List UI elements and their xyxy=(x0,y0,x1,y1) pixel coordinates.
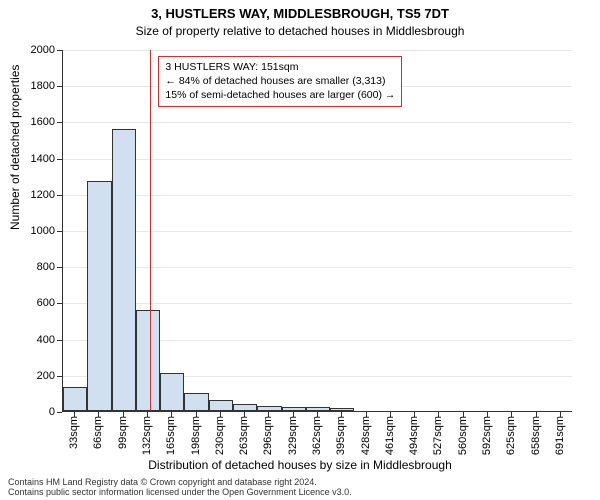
gridline xyxy=(63,231,572,232)
gridline xyxy=(63,303,572,304)
bar xyxy=(306,407,330,411)
x-axis-label: Distribution of detached houses by size … xyxy=(0,458,600,472)
ytick-label: 600 xyxy=(15,297,55,309)
chart-container: 3, HUSTLERS WAY, MIDDLESBROUGH, TS5 7DT … xyxy=(0,0,600,500)
bar xyxy=(87,181,111,411)
ytick-label: 1600 xyxy=(15,116,55,128)
gridline xyxy=(63,159,572,160)
reference-line xyxy=(150,50,151,411)
bar xyxy=(184,393,208,411)
info-line-2: ← 84% of detached houses are smaller (3,… xyxy=(165,74,395,88)
bar xyxy=(330,408,354,411)
footer-line-2: Contains public sector information licen… xyxy=(8,488,352,498)
bar xyxy=(63,387,87,411)
ytick-label: 200 xyxy=(15,370,55,382)
bar xyxy=(257,406,281,411)
chart-title-main: 3, HUSTLERS WAY, MIDDLESBROUGH, TS5 7DT xyxy=(0,0,600,22)
chart-title-sub: Size of property relative to detached ho… xyxy=(0,22,600,38)
footer-attribution: Contains HM Land Registry data © Crown c… xyxy=(8,478,352,498)
ytick-label: 1200 xyxy=(15,189,55,201)
gridline xyxy=(63,195,572,196)
gridline xyxy=(63,122,572,123)
ytick-label: 1800 xyxy=(15,80,55,92)
ytick-label: 400 xyxy=(15,334,55,346)
ytick-label: 1000 xyxy=(15,225,55,237)
ytick-label: 1400 xyxy=(15,153,55,165)
ytick-label: 0 xyxy=(15,406,55,418)
plot-area: 3 HUSTLERS WAY: 151sqm ← 84% of detached… xyxy=(62,50,572,412)
ytick-label: 800 xyxy=(15,261,55,273)
bar xyxy=(136,310,160,411)
bar xyxy=(282,407,306,411)
ytick-mark xyxy=(57,412,62,413)
bar xyxy=(233,404,257,411)
info-line-3: 15% of semi-detached houses are larger (… xyxy=(165,88,395,102)
bar xyxy=(112,129,136,411)
bar xyxy=(160,373,184,411)
gridline xyxy=(63,50,572,51)
gridline xyxy=(63,267,572,268)
ytick-label: 2000 xyxy=(15,44,55,56)
info-box: 3 HUSTLERS WAY: 151sqm ← 84% of detached… xyxy=(158,56,402,107)
bar xyxy=(209,400,233,411)
info-line-1: 3 HUSTLERS WAY: 151sqm xyxy=(165,60,395,74)
